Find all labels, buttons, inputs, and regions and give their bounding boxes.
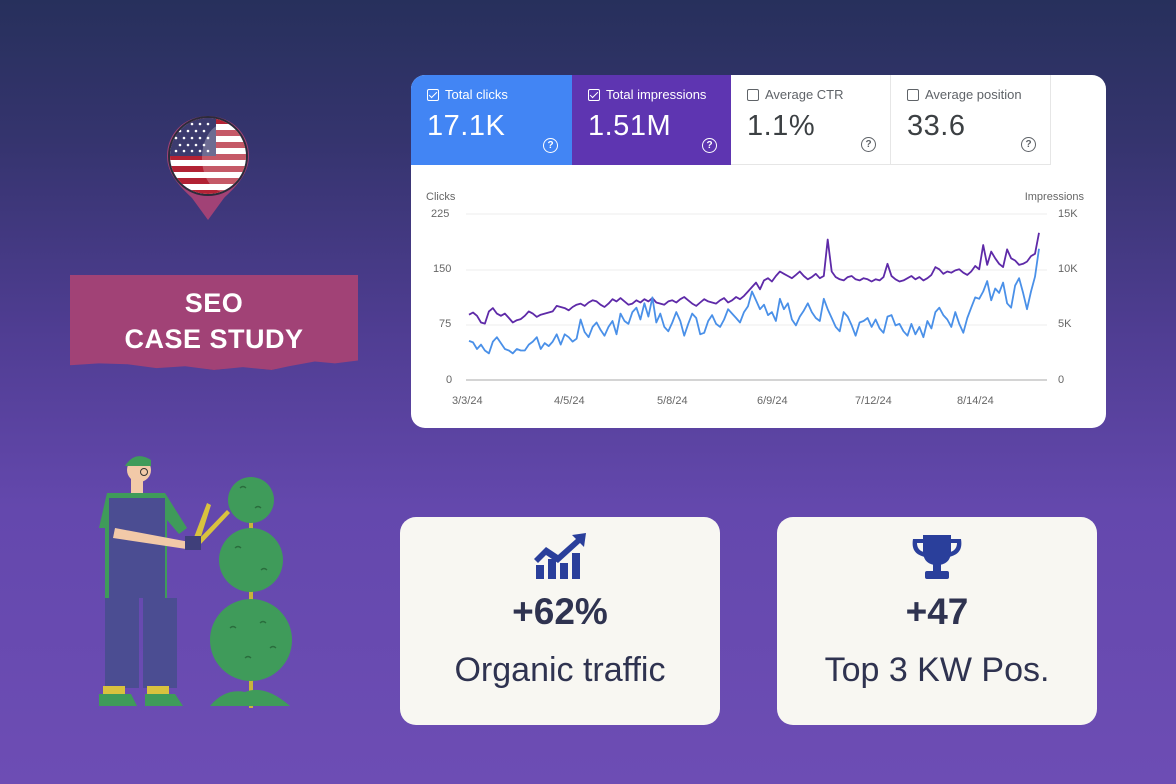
metric-value: 33.6 <box>907 110 966 142</box>
stat-card-organic-traffic: +62% Organic traffic <box>400 517 720 725</box>
y-tick-left: 225 <box>431 208 450 220</box>
y-tick-right: 15K <box>1058 208 1078 220</box>
metric-label: Total clicks <box>445 87 508 102</box>
y-tick-right: 10K <box>1058 263 1078 275</box>
stat-value: +47 <box>905 591 969 632</box>
y-tick-left: 150 <box>433 263 452 275</box>
metric-value: 17.1K <box>427 110 506 142</box>
metric-average-position[interactable]: Average position 33.6 ? <box>891 75 1051 165</box>
y-tick-right: 5K <box>1058 318 1072 330</box>
metric-value: 1.51M <box>588 110 672 142</box>
y-tick-left: 0 <box>446 374 453 386</box>
metric-value: 1.1% <box>747 110 816 142</box>
banner-line-1: SEO <box>184 288 244 318</box>
metric-label: Average position <box>925 87 1022 102</box>
search-console-performance-card: Total clicks 17.1K ? Total impressions 1… <box>411 75 1106 428</box>
help-icon[interactable]: ? <box>1021 137 1036 152</box>
checkbox-unchecked-icon[interactable] <box>747 88 759 101</box>
stat-card-top3-keywords: +47 Top 3 KW Pos. <box>777 517 1097 725</box>
metric-label: Total impressions <box>606 87 707 102</box>
checkbox-checked-icon[interactable] <box>588 88 600 101</box>
stat-value: +62% <box>512 591 608 632</box>
checkbox-unchecked-icon[interactable] <box>907 88 919 101</box>
metric-average-ctr[interactable]: Average CTR 1.1% ? <box>731 75 891 165</box>
stat-caption: Top 3 KW Pos. <box>824 651 1050 689</box>
seo-case-study-banner: SEO CASE STUDY <box>70 275 358 370</box>
checkbox-checked-icon[interactable] <box>427 88 439 101</box>
y-axis-right-title: Impressions <box>1024 191 1084 203</box>
banner-line-2: CASE STUDY <box>124 324 304 354</box>
x-tick: 4/5/24 <box>554 395 585 407</box>
metric-total-clicks[interactable]: Total clicks 17.1K ? <box>411 75 572 165</box>
gardener-illustration <box>95 448 295 713</box>
help-icon[interactable]: ? <box>702 138 717 153</box>
x-tick: 6/9/24 <box>757 395 788 407</box>
x-tick: 7/12/24 <box>855 395 892 407</box>
y-axis-left-title: Clicks <box>426 191 456 203</box>
y-tick-left: 75 <box>439 318 452 330</box>
metric-total-impressions[interactable]: Total impressions 1.51M ? <box>572 75 731 165</box>
us-flag-map-pin-icon <box>162 114 254 224</box>
growth-chart-icon <box>400 533 720 581</box>
help-icon[interactable]: ? <box>543 138 558 153</box>
stat-caption: Organic traffic <box>454 651 666 689</box>
help-icon[interactable]: ? <box>861 137 876 152</box>
x-tick: 5/8/24 <box>657 395 688 407</box>
trophy-icon <box>777 533 1097 581</box>
metric-label: Average CTR <box>765 87 844 102</box>
x-tick: 3/3/24 <box>452 395 483 407</box>
line-chart-plot <box>466 213 1047 381</box>
x-tick: 8/14/24 <box>957 395 994 407</box>
y-tick-right: 0 <box>1058 374 1065 386</box>
